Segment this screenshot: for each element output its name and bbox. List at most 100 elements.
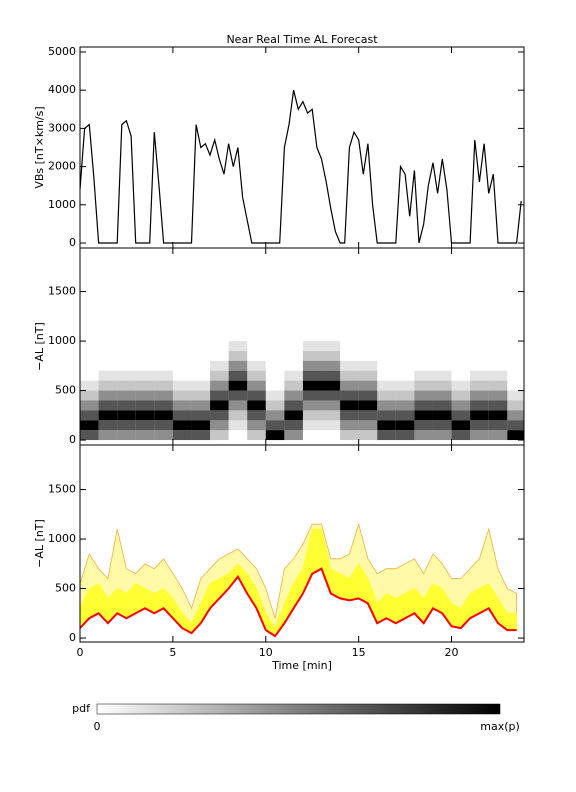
heat-cell bbox=[302, 370, 322, 381]
heat-cell bbox=[191, 371, 210, 381]
plot-area bbox=[80, 90, 522, 244]
heat-cell bbox=[321, 410, 341, 421]
heat-cell bbox=[358, 430, 378, 441]
heat-cell bbox=[247, 410, 266, 421]
heat-cell bbox=[452, 371, 471, 381]
heat-cell bbox=[228, 420, 248, 431]
heat-cell bbox=[284, 420, 303, 431]
heat-cell bbox=[488, 380, 508, 391]
x-axis-label: Time [min] bbox=[271, 659, 332, 672]
heat-cell bbox=[154, 400, 173, 411]
heat-cell bbox=[210, 430, 229, 441]
heat-cell bbox=[210, 410, 229, 421]
heat-cell bbox=[80, 341, 99, 351]
heat-cell bbox=[284, 390, 303, 401]
heat-cell bbox=[117, 380, 136, 391]
heat-cell bbox=[451, 390, 471, 401]
heat-cell bbox=[340, 420, 359, 431]
heat-cell bbox=[136, 361, 155, 371]
heat-cell bbox=[229, 430, 248, 440]
heat-cell bbox=[191, 351, 210, 361]
heat-cell bbox=[247, 390, 266, 401]
heat-cell bbox=[489, 361, 508, 371]
heat-cell bbox=[507, 341, 526, 351]
heat-cell bbox=[136, 351, 155, 361]
heat-cell bbox=[284, 410, 303, 421]
y-tick-label: 500 bbox=[55, 582, 76, 595]
heat-cell bbox=[470, 410, 489, 421]
heat-cell bbox=[358, 390, 378, 401]
heat-cell bbox=[191, 380, 211, 391]
y-tick-label: 1500 bbox=[48, 285, 76, 298]
heat-cell bbox=[210, 370, 229, 381]
heat-cell bbox=[172, 380, 192, 391]
heat-cell bbox=[80, 390, 99, 401]
heat-cell bbox=[358, 410, 378, 421]
heat-cell bbox=[265, 420, 285, 431]
heat-cell bbox=[396, 361, 415, 371]
heat-cell bbox=[98, 390, 118, 401]
heat-cell bbox=[117, 400, 136, 411]
heat-cell bbox=[284, 380, 303, 391]
data-line bbox=[80, 90, 522, 244]
heat-cell bbox=[80, 430, 99, 441]
heat-cell bbox=[433, 351, 452, 361]
median-line bbox=[80, 567, 517, 638]
heat-cell bbox=[507, 420, 524, 431]
heat-cell bbox=[228, 341, 248, 351]
heat-cell bbox=[80, 420, 99, 431]
heat-cell bbox=[284, 341, 303, 351]
heat-cell bbox=[265, 390, 285, 401]
heat-cell bbox=[98, 400, 118, 411]
x-tick-label: 10 bbox=[259, 646, 273, 659]
heat-cell bbox=[377, 410, 396, 421]
heat-cell bbox=[154, 361, 173, 371]
heat-cell bbox=[247, 420, 266, 431]
heat-cell bbox=[395, 380, 415, 391]
heat-cell bbox=[191, 361, 210, 371]
heat-cell bbox=[210, 351, 229, 361]
heat-cell bbox=[98, 430, 118, 441]
y-tick-label: 5000 bbox=[48, 45, 76, 58]
heat-cell bbox=[247, 400, 266, 411]
heat-cell bbox=[228, 370, 248, 381]
heat-cell bbox=[488, 370, 508, 381]
heat-cell bbox=[340, 410, 359, 421]
heat-cell bbox=[414, 390, 433, 401]
heat-cell bbox=[377, 430, 396, 441]
heat-cell bbox=[488, 420, 508, 431]
heat-cell bbox=[266, 381, 285, 391]
heat-cell bbox=[265, 410, 285, 421]
heat-cell bbox=[265, 430, 285, 441]
heat-cell bbox=[154, 341, 173, 351]
heat-cell bbox=[377, 361, 396, 371]
heat-cell bbox=[432, 410, 452, 421]
heat-cell bbox=[395, 400, 415, 411]
heat-cell bbox=[452, 361, 471, 371]
heat-cell bbox=[210, 390, 229, 401]
heat-cell bbox=[284, 400, 303, 411]
heat-cell bbox=[247, 351, 266, 361]
heat-cell bbox=[228, 390, 248, 401]
heat-cell bbox=[452, 351, 471, 361]
heat-cell bbox=[340, 400, 359, 411]
heat-cell bbox=[451, 430, 471, 441]
heat-cell bbox=[98, 410, 118, 421]
heat-cell bbox=[414, 380, 433, 391]
heat-cell bbox=[340, 360, 359, 371]
heat-cell bbox=[135, 400, 155, 411]
heat-cell bbox=[488, 430, 508, 441]
y-tick-label: 0 bbox=[69, 433, 76, 446]
heat-cell bbox=[135, 370, 155, 381]
heat-cell bbox=[117, 390, 136, 401]
heat-cell bbox=[432, 400, 452, 411]
heat-cell bbox=[117, 351, 136, 361]
heat-cell bbox=[470, 370, 489, 381]
heat-cell bbox=[507, 361, 526, 371]
heat-cell bbox=[451, 380, 471, 391]
x-tick-label: 5 bbox=[169, 646, 176, 659]
colorbar bbox=[96, 703, 501, 715]
heat-cell bbox=[247, 430, 266, 441]
heat-cell bbox=[340, 380, 359, 391]
heat-cell bbox=[507, 410, 524, 421]
